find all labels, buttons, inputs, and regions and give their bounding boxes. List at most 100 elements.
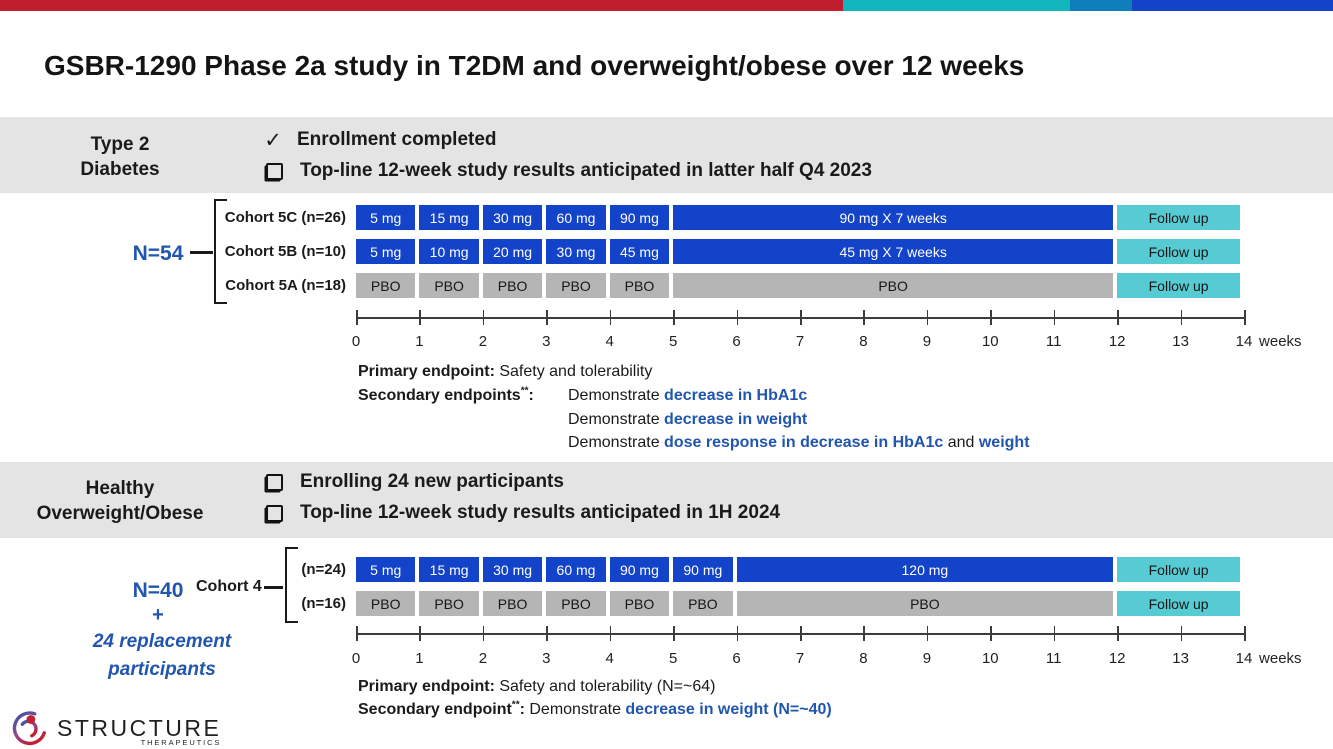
checkbox-icon: [266, 504, 283, 522]
logo-text: STRUCTURE THERAPEUTICS: [57, 716, 221, 747]
connector-dash: [264, 586, 283, 589]
obese-bullet-enrolling: Enrolling 24 new participants: [263, 469, 564, 495]
bullet-text: Enrolling 24 new participants: [300, 471, 564, 492]
endpoint-text: Safety and tolerability (N=~64): [494, 678, 716, 695]
followup-segment: Follow up: [1117, 557, 1241, 582]
endpoint-highlight-text: decrease in weight (N=~40): [625, 701, 832, 718]
endpoint-text: Primary endpoint:: [358, 363, 495, 380]
dose-segment: 90 mg: [609, 205, 670, 230]
pbo-segment: PBO: [673, 273, 1114, 298]
axis-week-number: 6: [732, 333, 741, 350]
axis-week-number: 11: [1045, 333, 1062, 350]
replacement-note-line1: 24 replacement: [92, 631, 232, 652]
axis-tick: [546, 310, 548, 325]
axis-unit-label: weeks: [1259, 650, 1302, 667]
axis-tick: [482, 626, 485, 641]
dose-segment: 15 mg: [419, 557, 479, 582]
axis-week-number: 3: [542, 333, 551, 350]
endpoint-highlight-text: decrease in HbA1c: [664, 387, 808, 404]
axis-week-number: 10: [981, 650, 999, 667]
endpoint-text: Secondary endpoint: [358, 701, 512, 718]
secondary-endpoint-item: Demonstrate decrease in HbA1c: [568, 387, 807, 404]
t2dm-population-label: Type 2 Diabetes: [20, 132, 220, 182]
cohort-row-label: (n=16): [301, 595, 346, 612]
dose-segment: 10 mg: [419, 239, 479, 264]
logo-s-mark: [12, 711, 46, 746]
endpoint-text: and: [943, 434, 979, 451]
secondary-endpoints-label: Secondary endpoints**:: [358, 386, 568, 405]
axis-week-number: 1: [415, 333, 424, 350]
axis-tick: [1244, 626, 1246, 641]
axis-tick: [926, 310, 929, 325]
axis-tick: [1053, 310, 1056, 325]
axis-week-number: 14: [1235, 650, 1253, 667]
axis-tick: [609, 310, 612, 325]
axis-tick: [990, 310, 992, 325]
cohort-4-label: Cohort 4: [196, 578, 262, 595]
axis-tick: [419, 310, 422, 325]
dose-segment: 5 mg: [356, 557, 416, 582]
axis-tick: [800, 310, 802, 325]
bullet-text: Enrollment completed: [297, 129, 497, 150]
axis-week-number: 2: [478, 333, 488, 350]
dose-segment: 120 mg: [736, 557, 1114, 582]
axis-week-number: 0: [351, 650, 361, 667]
cohort-bracket: [214, 199, 227, 304]
axis-tick: [546, 626, 548, 641]
bullet-text: Top-line 12-week study results anticipat…: [300, 502, 781, 523]
dose-segment: 20 mg: [482, 239, 543, 264]
obese-population-label-line1: Healthy: [85, 478, 155, 499]
obese-bullet-topline: Top-line 12-week study results anticipat…: [263, 500, 780, 526]
structure-therapeutics-logo: STRUCTURE THERAPEUTICS: [8, 706, 221, 749]
cohort-row-label: Cohort 5A (n=18): [225, 277, 346, 294]
axis-tick: [863, 310, 866, 325]
endpoint-highlight-text: decrease in weight: [664, 411, 808, 428]
cohort-row-label: Cohort 5B (n=10): [224, 243, 346, 260]
endpoint-highlight-text: weight: [978, 434, 1030, 451]
t2dm-secondary-endpoint-line1: Secondary endpoints**: Demonstrate decrea…: [358, 386, 807, 405]
top-bar-red-segment: [0, 0, 843, 11]
dose-segment: 5 mg: [356, 239, 416, 264]
followup-segment: Follow up: [1117, 273, 1241, 298]
cohort-row-label: Cohort 5C (n=26): [224, 209, 346, 226]
followup-segment: Follow up: [1117, 205, 1241, 230]
dose-segment: 60 mg: [546, 557, 606, 582]
axis-week-number: 12: [1108, 650, 1126, 667]
endpoint-text: :: [528, 387, 534, 404]
logo-subname: THERAPEUTICS: [140, 738, 222, 747]
endpoint-text: Secondary endpoints: [358, 387, 521, 404]
endpoint-text: Demonstrate: [524, 701, 626, 718]
pbo-segment: PBO: [609, 591, 670, 616]
pbo-segment: PBO: [356, 273, 416, 298]
t2dm-bullet-topline: Top-line 12-week study results anticipat…: [263, 158, 872, 184]
obese-n-total: N=40: [132, 579, 184, 602]
check-icon: ✓: [264, 128, 282, 152]
replacement-participants-note: 24 replacement participants: [52, 628, 272, 684]
checkbox-icon: [266, 162, 283, 180]
obese-secondary-endpoint: Secondary endpoint**: Demonstrate decrea…: [358, 699, 832, 719]
t2dm-population-label-line2: Diabetes: [80, 159, 160, 180]
dose-segment: 90 mg: [673, 557, 733, 582]
axis-tick: [736, 626, 739, 641]
plus-sign: +: [152, 604, 164, 626]
top-bar-teal-segment: [843, 0, 1070, 11]
t2dm-band: [0, 117, 1333, 193]
endpoint-text: **: [511, 699, 520, 711]
axis-tick: [1117, 310, 1119, 325]
axis-week-number: 13: [1172, 333, 1189, 350]
dose-segment: 90 mg: [609, 557, 670, 582]
axis-week-number: 8: [859, 333, 868, 350]
connector-dash: [190, 251, 213, 254]
axis-tick: [356, 310, 358, 325]
axis-week-number: 12: [1108, 333, 1126, 350]
pbo-segment: PBO: [356, 591, 416, 616]
t2dm-primary-endpoint: Primary endpoint: Safety and tolerabilit…: [358, 363, 652, 381]
secondary-endpoint-item: Demonstrate decrease in weight (N=~40): [524, 701, 832, 718]
pbo-segment: PBO: [546, 273, 606, 298]
axis-week-number: 8: [859, 650, 868, 667]
endpoint-text: Primary endpoint:: [358, 678, 495, 695]
endpoint-text: Safety and tolerability: [494, 363, 653, 380]
cohort-row-label: (n=24): [301, 561, 346, 578]
followup-segment: Follow up: [1117, 239, 1241, 264]
t2dm-secondary-endpoint-line2: Demonstrate decrease in weight: [568, 411, 807, 429]
